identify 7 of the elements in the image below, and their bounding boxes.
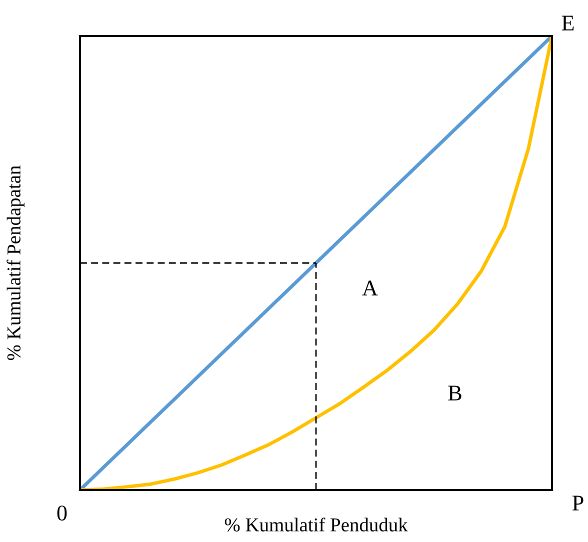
- x-axis-title: % Kumulatif Penduduk: [224, 518, 408, 532]
- text: P: [572, 496, 584, 510]
- text: E: [562, 16, 574, 30]
- annotation: B: [448, 386, 462, 400]
- annotation: A: [362, 280, 378, 296]
- text: 0: [57, 506, 67, 521]
- y-axis-title: % Kumulatif Pendapatan: [6, 166, 24, 360]
